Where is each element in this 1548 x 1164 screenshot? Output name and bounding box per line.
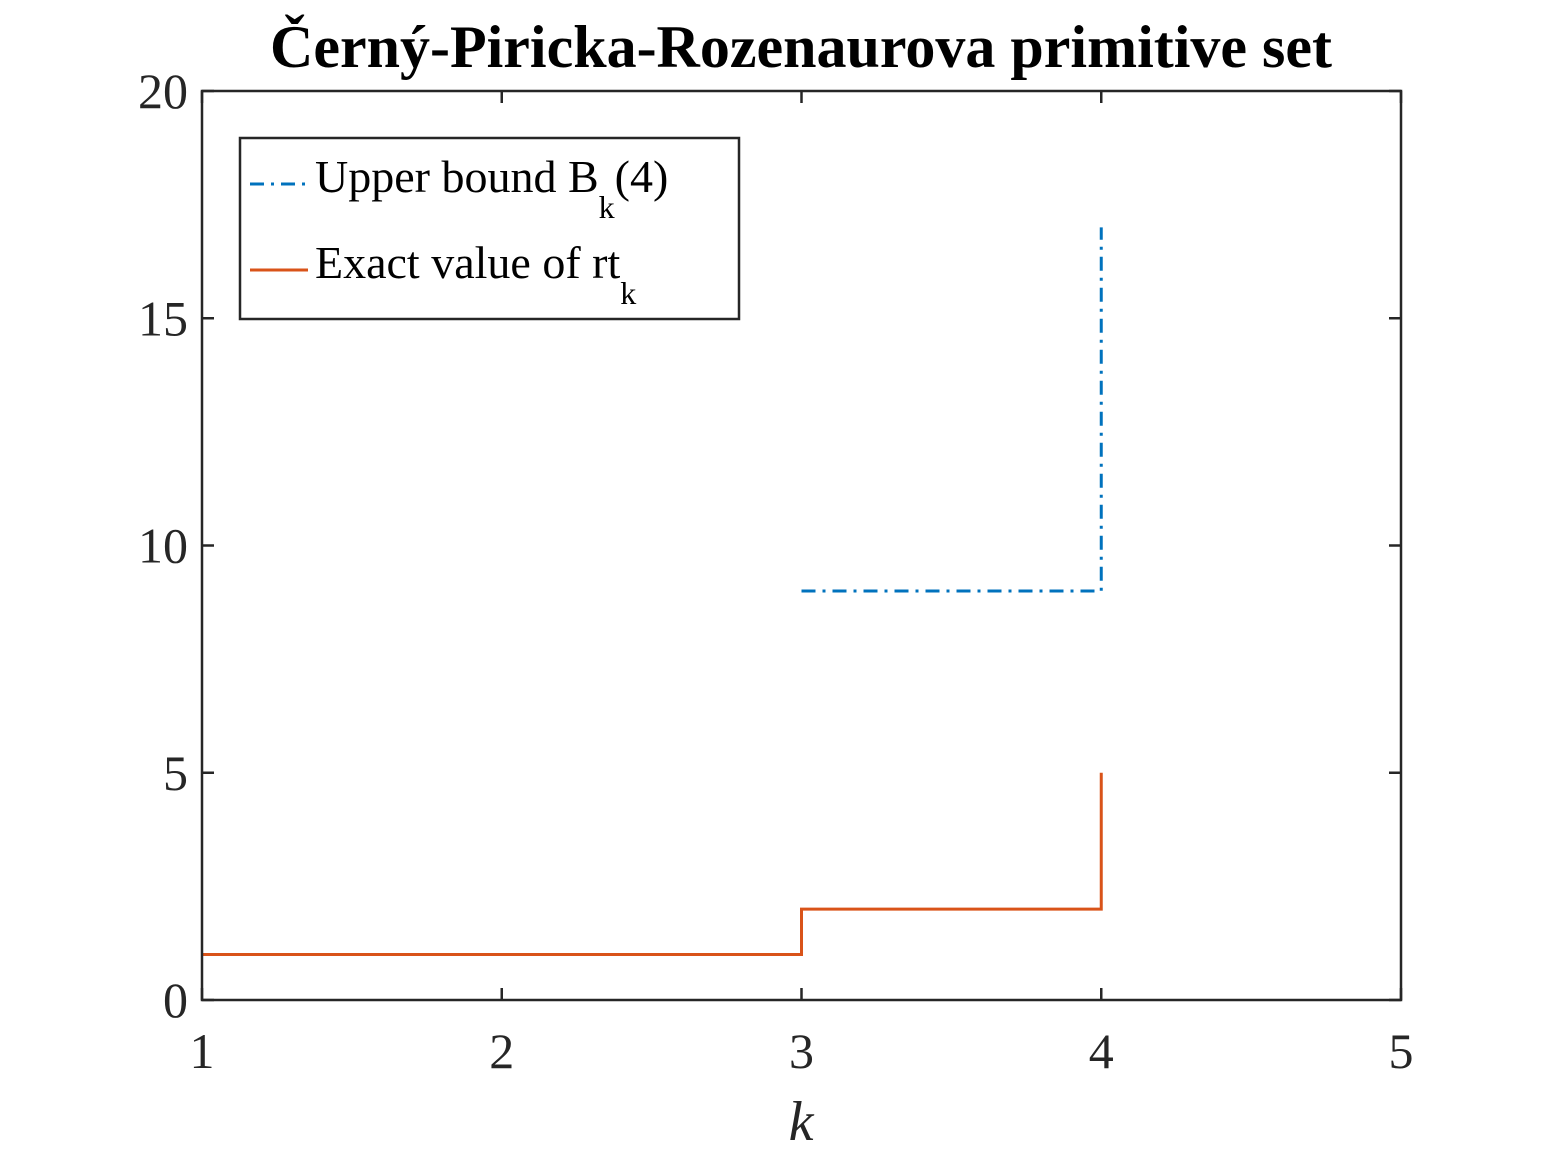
y-tick-label: 15 bbox=[138, 290, 188, 346]
y-tick-label: 20 bbox=[138, 63, 188, 119]
legend-label-1: Upper bound Bk(4) bbox=[315, 151, 668, 225]
y-tick-label: 10 bbox=[138, 518, 188, 574]
legend-box bbox=[238, 136, 741, 321]
legend: Upper bound Bk(4) Exact value of rtk bbox=[238, 136, 741, 321]
y-tick-label: 5 bbox=[163, 745, 188, 801]
legend-label-2: Exact value of rtk bbox=[315, 237, 636, 311]
x-tick-label: 2 bbox=[489, 1023, 514, 1079]
axis-ticks: 1 2 3 4 5 0 5 10 15 20 bbox=[138, 63, 1414, 1079]
x-tick-label: 3 bbox=[789, 1023, 814, 1079]
x-axis-label: k bbox=[789, 1091, 815, 1153]
x-tick-label: 5 bbox=[1389, 1023, 1414, 1079]
x-tick-label: 1 bbox=[190, 1023, 215, 1079]
series-line-2 bbox=[202, 772, 1103, 957]
chart-title: Černý-Piricka-Rozenaurova primitive set bbox=[270, 14, 1332, 80]
series-line-1 bbox=[801, 227, 1103, 593]
x-tick-label: 4 bbox=[1089, 1023, 1114, 1079]
y-tick-label: 0 bbox=[163, 972, 188, 1028]
